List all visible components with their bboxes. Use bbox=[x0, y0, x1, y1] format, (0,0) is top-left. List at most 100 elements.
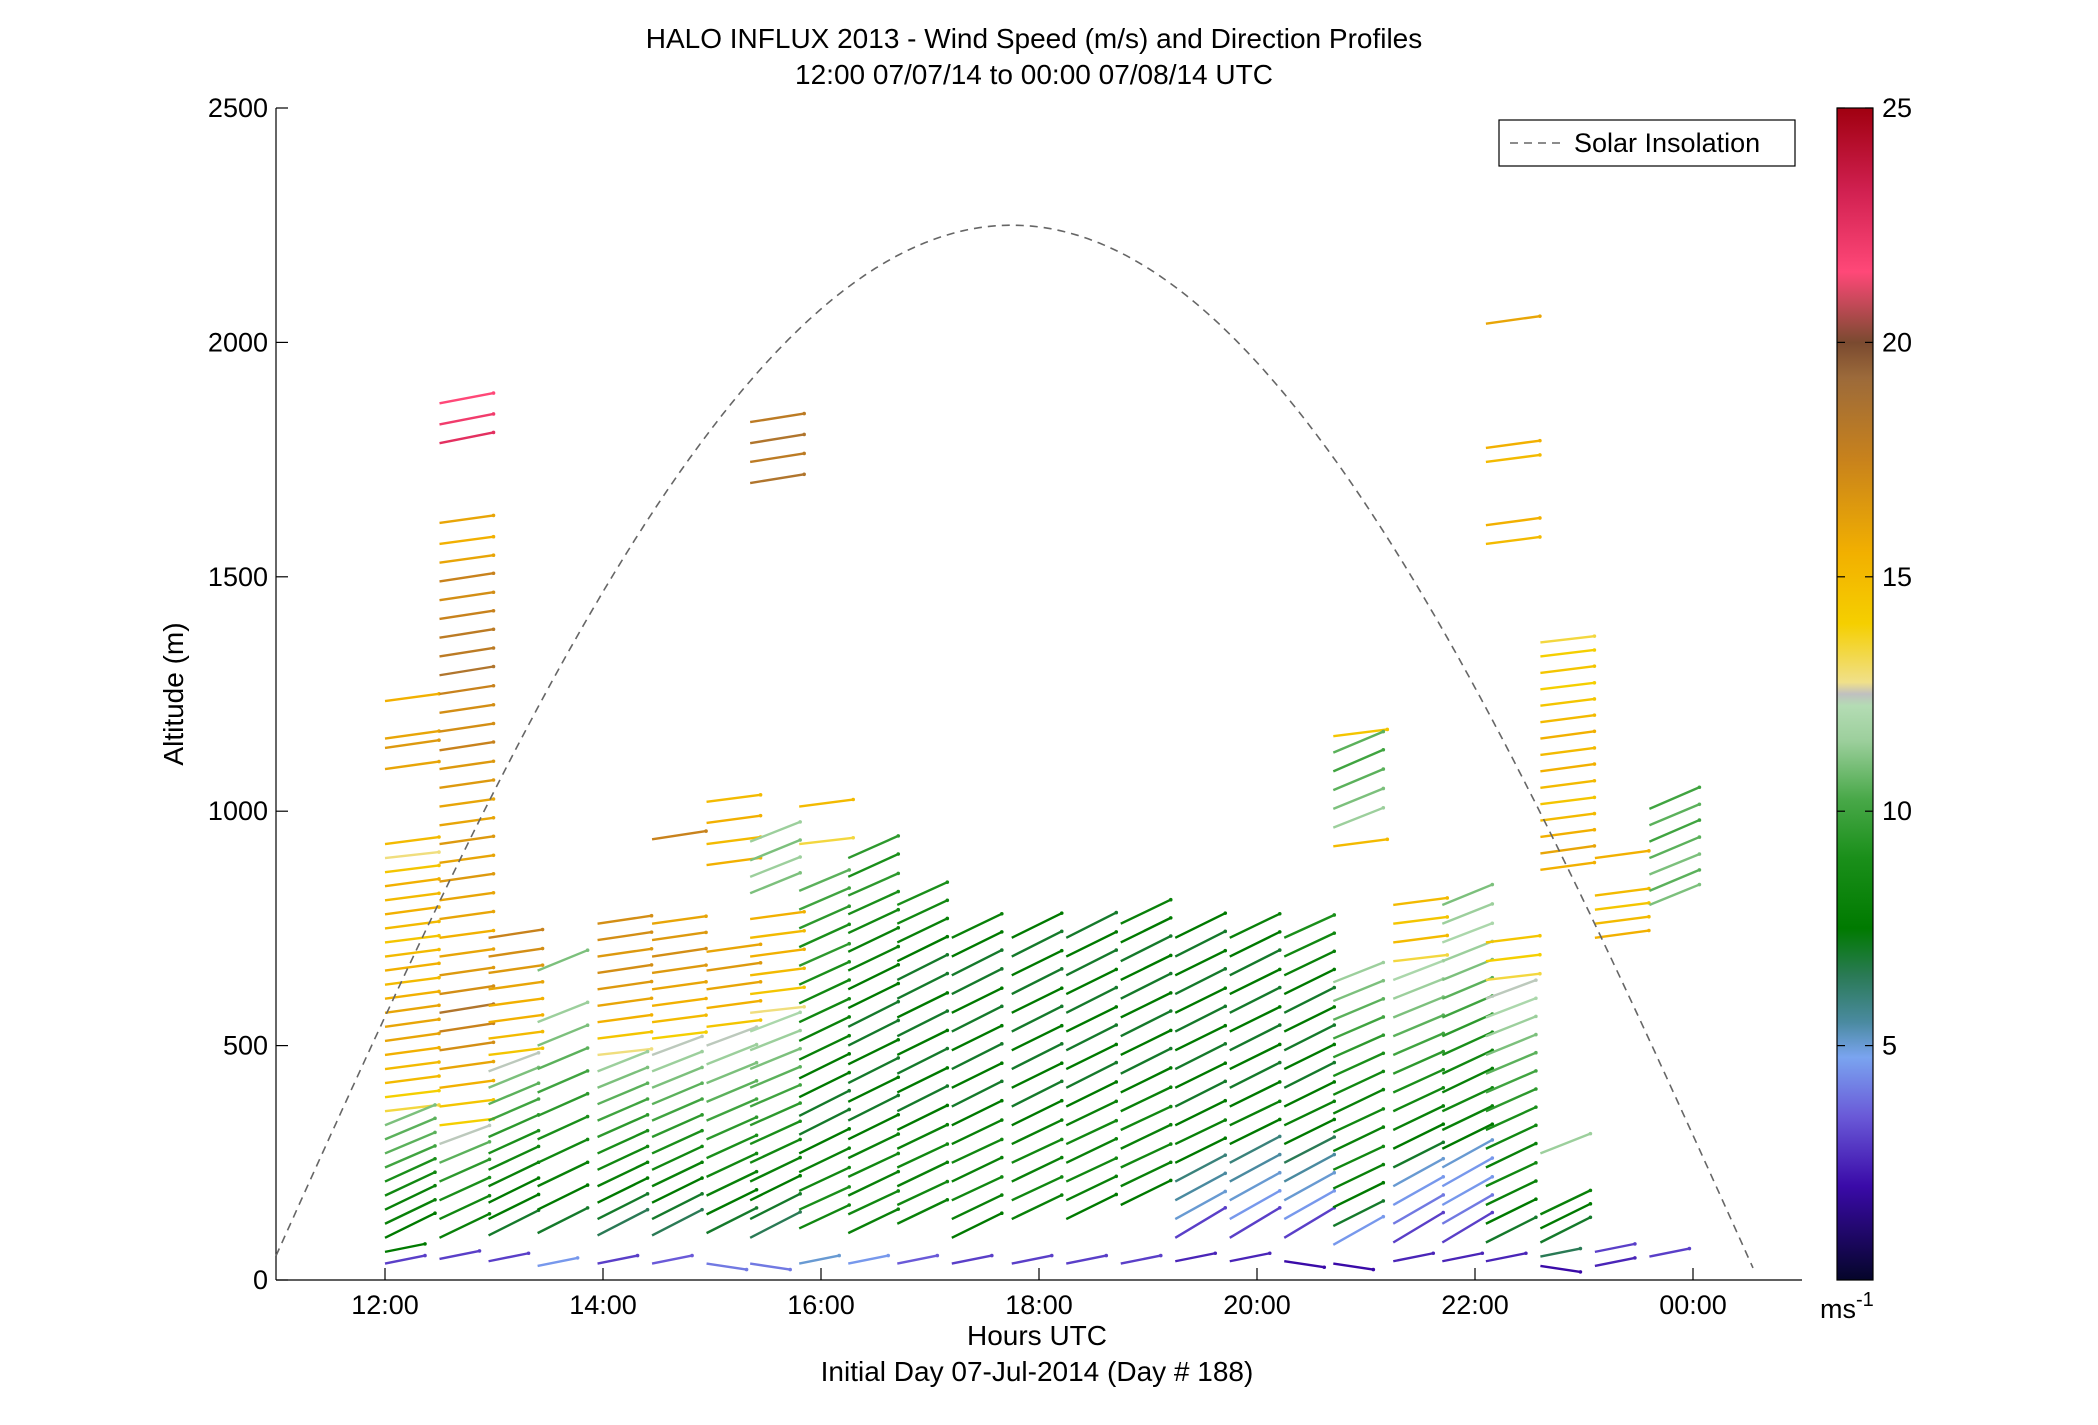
wind-barb bbox=[1283, 913, 1335, 939]
wind-barb-tip bbox=[1697, 852, 1702, 856]
wind-barb bbox=[384, 1046, 440, 1057]
wind-barb bbox=[1065, 930, 1117, 958]
wind-barb bbox=[1485, 453, 1541, 464]
wind-barb-tip bbox=[1538, 933, 1542, 938]
wind-barb bbox=[439, 1176, 490, 1202]
wind-barb-tip bbox=[802, 909, 806, 914]
wind-barb bbox=[597, 930, 652, 942]
wind-barb bbox=[384, 1144, 436, 1169]
wind-barb-tip bbox=[1114, 948, 1119, 952]
wind-barb bbox=[439, 947, 494, 958]
wind-barb-tip bbox=[1277, 1060, 1282, 1065]
wind-barb bbox=[1229, 1189, 1281, 1221]
x-axis-sublabel: Initial Day 07-Jul-2014 (Day # 188) bbox=[821, 1356, 1254, 1387]
wind-barb bbox=[1594, 901, 1650, 911]
wind-barb bbox=[1485, 1051, 1537, 1075]
wind-barb-tip bbox=[1000, 911, 1004, 916]
wind-barb bbox=[1174, 912, 1226, 939]
wind-barb bbox=[439, 665, 494, 677]
wind-barb-tip bbox=[585, 1091, 590, 1096]
wind-barb bbox=[439, 609, 494, 621]
wind-barb bbox=[1011, 949, 1063, 977]
wind-barb-tip bbox=[1114, 1080, 1119, 1084]
wind-barb-tip bbox=[1059, 1137, 1064, 1142]
wind-barb bbox=[1120, 972, 1172, 1000]
wind-barb bbox=[749, 1174, 801, 1202]
wind-barb-tip bbox=[896, 1169, 901, 1174]
x-tick-label: 12:00 bbox=[351, 1290, 419, 1320]
wind-barb bbox=[1120, 1123, 1172, 1150]
wind-barb-tip bbox=[896, 834, 901, 838]
wind-barb-tip bbox=[491, 947, 496, 951]
wind-barb-tip bbox=[491, 890, 496, 895]
wind-barb bbox=[706, 1206, 758, 1235]
wind-barb bbox=[488, 1066, 540, 1089]
wind-barb bbox=[1441, 1123, 1493, 1150]
wind-barb bbox=[1539, 1216, 1591, 1244]
wind-barb-tip bbox=[1059, 1061, 1064, 1065]
wind-barb bbox=[439, 854, 494, 864]
wind-barb bbox=[537, 1184, 589, 1211]
wind-barb bbox=[1120, 1105, 1172, 1132]
wind-barb bbox=[384, 1074, 440, 1085]
wind-barb bbox=[1594, 1242, 1636, 1254]
wind-barb-tip bbox=[1332, 1042, 1337, 1047]
wind-barb bbox=[439, 816, 494, 827]
wind-barb-tip bbox=[798, 1010, 802, 1015]
wind-barb-tip bbox=[1277, 1042, 1282, 1047]
wind-barb bbox=[749, 910, 805, 921]
wind-barb bbox=[384, 760, 440, 771]
wind-barb-tip bbox=[1332, 1135, 1337, 1139]
wind-barb bbox=[651, 1113, 703, 1139]
wind-barb bbox=[951, 1099, 1003, 1127]
wind-barb bbox=[798, 1071, 850, 1099]
wind-barb-tip bbox=[798, 1046, 802, 1051]
wind-barb bbox=[439, 778, 494, 789]
wind-barb-tip bbox=[536, 1176, 541, 1180]
wind-barb-tip bbox=[945, 952, 950, 957]
wind-barb-tip bbox=[847, 1185, 851, 1189]
wind-barb-tip bbox=[896, 1056, 901, 1060]
wind-barb bbox=[1283, 1171, 1335, 1202]
chart-title: HALO INFLUX 2013 - Wind Speed (m/s) and … bbox=[646, 23, 1423, 54]
wind-barb bbox=[597, 1097, 649, 1122]
wind-barb-tip bbox=[1059, 986, 1064, 990]
wind-barb bbox=[1392, 1014, 1444, 1038]
wind-barb bbox=[1283, 1005, 1335, 1033]
wind-barb bbox=[951, 1042, 1003, 1071]
wind-barb-tip bbox=[1168, 897, 1173, 902]
wind-barb bbox=[1332, 730, 1384, 754]
wind-barb-tip bbox=[802, 472, 806, 477]
wind-barb bbox=[1120, 1047, 1172, 1075]
wind-barb bbox=[384, 1032, 440, 1043]
wind-barb bbox=[488, 1113, 540, 1139]
wind-barb bbox=[537, 1206, 589, 1235]
wind-barb-tip bbox=[536, 1144, 541, 1149]
wind-barb-tip bbox=[437, 738, 441, 742]
wind-barb-tip bbox=[896, 871, 901, 876]
wind-barb bbox=[651, 1030, 707, 1040]
wind-barb bbox=[1174, 1172, 1226, 1202]
wind-barb-tip bbox=[1332, 1005, 1337, 1009]
wind-barb bbox=[384, 1018, 440, 1029]
wind-barb bbox=[1283, 1153, 1335, 1183]
wind-barb-tip bbox=[704, 1030, 708, 1034]
wind-barb bbox=[1174, 930, 1226, 958]
wind-barb-tip bbox=[585, 1137, 590, 1142]
wind-barb-tip bbox=[798, 1192, 802, 1196]
wind-barb-tip bbox=[704, 1013, 708, 1017]
wind-barbs bbox=[384, 314, 1702, 1274]
y-tick-label: 0 bbox=[253, 1265, 268, 1295]
wind-barb bbox=[1011, 912, 1063, 939]
wind-barb-tip bbox=[1168, 1085, 1173, 1090]
wind-barb bbox=[651, 1145, 703, 1171]
wind-barb-tip bbox=[1381, 1125, 1386, 1129]
wind-barb bbox=[439, 703, 494, 714]
colorbar-tick-label: 15 bbox=[1882, 562, 1912, 592]
wind-barb bbox=[488, 1013, 543, 1024]
wind-barb-tip bbox=[1332, 1099, 1337, 1104]
wind-barb-tip bbox=[1223, 1206, 1228, 1210]
wind-barb bbox=[749, 967, 805, 977]
wind-barb bbox=[384, 864, 440, 874]
wind-barb bbox=[488, 947, 543, 958]
